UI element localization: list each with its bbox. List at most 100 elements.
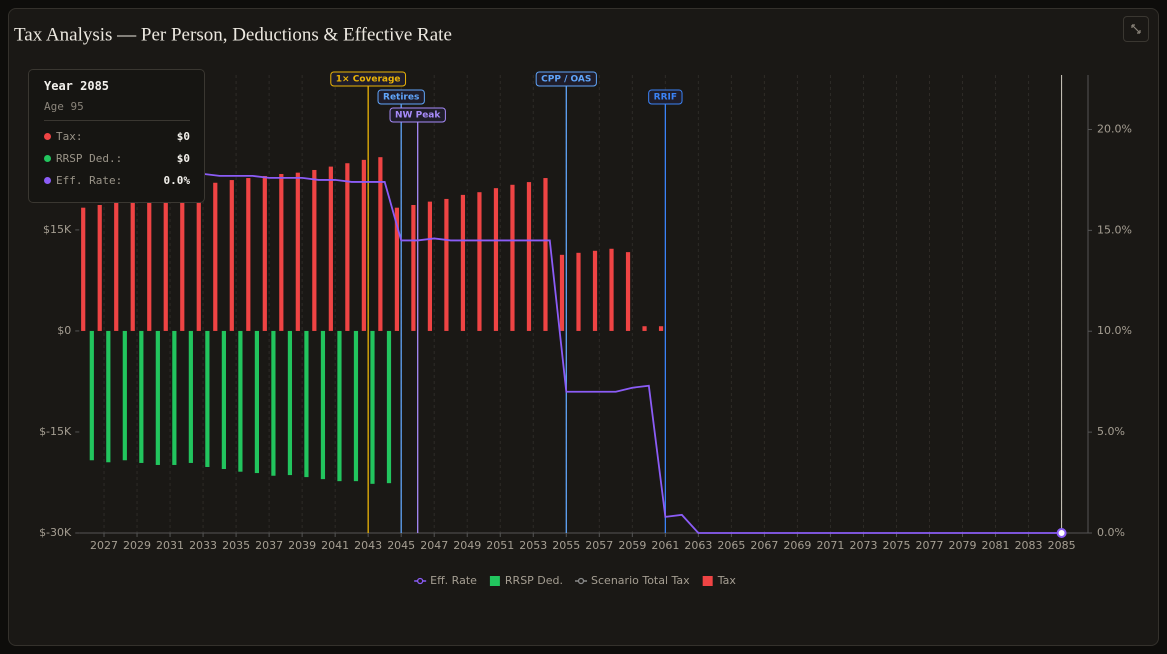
bar	[205, 330, 210, 467]
legend-icon	[702, 576, 713, 586]
x-tick-label: 2049	[453, 539, 481, 552]
bar	[353, 330, 359, 482]
bar	[427, 201, 433, 331]
tooltip-row: Eff. Rate: 0.0%	[44, 174, 190, 187]
expand-icon	[1131, 24, 1141, 34]
marker-label-text: NW Peak	[395, 111, 441, 121]
x-tick-label: 2035	[222, 539, 250, 552]
x-tick-label: 2031	[156, 539, 184, 552]
marker-label-text: CPP / OAS	[541, 75, 591, 85]
marker-label-box	[330, 71, 407, 87]
marker-label: CPP / OAS	[535, 71, 597, 87]
tooltip-label: Eff. Rate:	[56, 174, 123, 187]
legend-item: Scenario Total Tax	[575, 574, 690, 587]
tooltip-row: RRSP Ded.: $0	[44, 152, 190, 165]
hover-dot	[1056, 528, 1067, 538]
x-tick-label: 2055	[552, 539, 580, 552]
bar	[106, 330, 111, 463]
bar	[221, 330, 226, 470]
x-tick-label: 2077	[916, 539, 944, 552]
x-tick-label: 2027	[90, 539, 118, 552]
x-tick-label: 2043	[354, 539, 382, 552]
bar	[345, 163, 350, 331]
tooltip-dot	[44, 133, 51, 140]
bar	[394, 207, 399, 331]
marker-label: NW Peak	[389, 107, 446, 123]
x-tick-label: 2045	[387, 539, 415, 552]
tooltip-title: Year 2085	[44, 79, 110, 93]
tooltip-value: $0	[176, 152, 190, 165]
bar	[312, 169, 317, 331]
bar	[213, 182, 218, 331]
x-tick-label: 2057	[585, 539, 613, 552]
legend-item: RRSP Ded.	[489, 574, 563, 587]
x-tick-label: 2047	[420, 539, 448, 552]
tooltip-dot	[44, 177, 51, 184]
marker-label-box	[535, 71, 597, 87]
bar	[370, 330, 375, 484]
x-tick-label: 2065	[717, 539, 745, 552]
bar	[304, 330, 309, 478]
bar	[147, 194, 152, 331]
x-tick-label: 2083	[1015, 539, 1043, 552]
bar	[155, 330, 160, 465]
bar	[477, 192, 482, 331]
x-tick-label: 2079	[949, 539, 977, 552]
bar	[180, 188, 185, 331]
legend-label: Eff. Rate	[430, 574, 477, 587]
x-tick-label: 2029	[123, 539, 151, 552]
marker-label-box	[377, 89, 425, 105]
bar	[543, 178, 548, 331]
bar	[188, 330, 193, 463]
bar	[361, 159, 366, 331]
bar	[337, 330, 342, 482]
tooltip-label: Tax:	[56, 130, 83, 143]
legend-item: Eff. Rate	[414, 574, 477, 587]
tooltip-row: Tax: $0	[44, 130, 190, 143]
x-tick-label: 2081	[982, 539, 1010, 552]
legend-icon	[489, 576, 500, 586]
bar	[493, 188, 499, 331]
x-tick-label: 2073	[849, 539, 877, 552]
marker-label-text: 1× Coverage	[336, 75, 401, 85]
bar	[246, 178, 251, 331]
expand-button[interactable]	[1123, 16, 1149, 42]
legend-item: Tax	[702, 574, 736, 587]
bar	[254, 330, 260, 474]
x-tick-label: 2059	[618, 539, 646, 552]
bar	[139, 330, 144, 463]
bar	[89, 330, 94, 461]
bar	[122, 330, 127, 461]
bar	[642, 326, 647, 331]
y2-tick-label: 5.0%	[1097, 425, 1125, 438]
marker-label: Retires	[377, 89, 425, 105]
bar	[386, 330, 392, 484]
bar	[460, 194, 466, 331]
y-tick-label: $0	[57, 324, 71, 337]
x-tick-label: 2063	[684, 539, 712, 552]
legend-icon	[417, 577, 424, 585]
x-tick-label: 2039	[288, 539, 316, 552]
bar	[287, 330, 293, 476]
bar	[97, 204, 102, 331]
bar	[444, 198, 449, 331]
tooltip-subtitle: Age 95	[44, 100, 190, 121]
bar	[172, 330, 177, 465]
tooltip-dot	[44, 155, 51, 162]
x-tick-label: 2041	[321, 539, 349, 552]
x-tick-label: 2075	[882, 539, 910, 552]
x-tick-label: 2067	[750, 539, 778, 552]
y2-tick-label: 10.0%	[1097, 324, 1132, 337]
chart-title: Tax Analysis — Per Person, Deductions & …	[14, 24, 452, 45]
legend-label: Scenario Total Tax	[591, 574, 690, 587]
y-tick-label: $-30K	[39, 526, 72, 539]
bar	[262, 176, 267, 331]
bar	[130, 197, 135, 331]
marker-label: 1× Coverage	[330, 71, 407, 87]
bar	[271, 330, 276, 476]
x-tick-label: 2085	[1048, 539, 1076, 552]
y-tick-label: $15K	[43, 223, 72, 236]
bar	[238, 330, 243, 472]
marker-label-box	[389, 107, 446, 123]
